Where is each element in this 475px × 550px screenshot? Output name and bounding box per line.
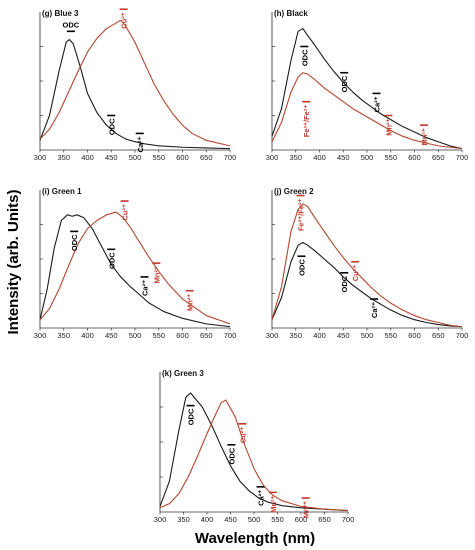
annotation-label: Mn²⁺ <box>152 266 161 283</box>
series-line-red <box>39 211 231 325</box>
x-tick-label: 600 <box>408 331 421 340</box>
series-line-red <box>271 203 463 328</box>
x-tick-label: 400 <box>313 153 326 162</box>
annotation-label: ODC <box>227 447 236 464</box>
annotation-label: ODC <box>187 408 196 425</box>
x-tick-label: 450 <box>224 515 237 524</box>
panels: 300 350 400 450 500 550 600 650 700 (g) Blue 3 ODC… <box>34 8 469 524</box>
x-tick-label: 450 <box>337 331 350 340</box>
x-tick-label: 400 <box>81 331 94 340</box>
annotation-label: Ca²⁺ <box>370 302 379 318</box>
x-tick-label: 350 <box>57 331 70 340</box>
x-tick-label: 300 <box>266 331 279 340</box>
x-tick-label: 300 <box>34 153 47 162</box>
annotation-label: Cu²⁺ <box>120 12 129 28</box>
panel-title: (j) Green 2 <box>274 187 314 196</box>
x-tick-label: 350 <box>289 153 302 162</box>
panel-0: 300 350 400 450 500 550 600 650 700 (g) Blue 3 ODC… <box>34 8 237 162</box>
annotation-label: ODC <box>340 275 349 292</box>
annotation-label: ODC <box>70 234 79 251</box>
x-tick-label: 600 <box>408 153 421 162</box>
series-line-black <box>159 392 349 512</box>
x-tick-label: 550 <box>271 515 284 524</box>
annotation-label: ODC <box>107 252 116 269</box>
x-tick-label: 550 <box>384 153 397 162</box>
panel-title: (k) Green 3 <box>162 369 204 378</box>
series-line-black <box>39 39 231 150</box>
x-tick-label: 400 <box>81 153 94 162</box>
annotation-label: ODC <box>107 118 116 135</box>
annotation-label: Fe³⁺/Fe²⁺ <box>297 198 306 231</box>
x-tick-label: 300 <box>34 331 47 340</box>
figure-x-label: Wavelength (nm) <box>195 530 315 547</box>
x-tick-label: 350 <box>57 153 70 162</box>
x-tick-label: 500 <box>129 331 142 340</box>
x-tick-label: 650 <box>432 331 445 340</box>
annotation-label: Ca²⁺ <box>136 136 145 152</box>
x-tick-label: 400 <box>201 515 214 524</box>
annotation-label: Cu²⁺ <box>238 427 247 443</box>
x-tick-label: 550 <box>384 331 397 340</box>
x-tick-label: 300 <box>266 153 279 162</box>
x-tick-label: 400 <box>313 331 326 340</box>
x-tick-label: 650 <box>200 153 213 162</box>
x-tick-label: 350 <box>177 515 190 524</box>
figure-y-label: Intensity (arb. Units) <box>5 189 22 334</box>
panel-title: (h) Black <box>274 9 308 18</box>
x-tick-label: 700 <box>456 331 469 340</box>
x-tick-label: 550 <box>152 153 165 162</box>
x-tick-label: 350 <box>289 331 302 340</box>
x-tick-label: 700 <box>224 153 237 162</box>
x-tick-label: 450 <box>105 331 118 340</box>
x-tick-label: 650 <box>432 153 445 162</box>
annotation-label: Mn²⁺ <box>384 118 393 135</box>
series-line-red <box>159 399 349 512</box>
x-tick-label: 500 <box>361 331 374 340</box>
x-tick-label: 500 <box>129 153 142 162</box>
panel-2: 300 350 400 450 500 550 600 650 700 (i) Green 1 OD… <box>34 187 237 340</box>
panel-4: 300 350 400 450 500 550 600 650 700 (k) Green 3 OD… <box>154 369 355 524</box>
x-tick-label: 550 <box>152 331 165 340</box>
annotation-label: Cu²⁺ <box>351 265 360 281</box>
panel-title: (i) Green 1 <box>42 187 82 196</box>
panel-1: 300 350 400 450 500 550 600 650 700 (h) Black ODC O… <box>266 9 469 162</box>
x-tick-label: 600 <box>295 515 308 524</box>
annotation-label: Fe³⁺/Fe²⁺ <box>302 105 311 138</box>
x-tick-label: 650 <box>318 515 331 524</box>
series-line-red <box>271 72 463 150</box>
annotation-label: Mn²⁺ <box>302 501 311 518</box>
series-line-black <box>271 28 463 150</box>
panel-title: (g) Blue 3 <box>42 9 79 18</box>
series-line-red <box>39 19 231 147</box>
x-tick-label: 650 <box>200 331 213 340</box>
annotation-label: ODC <box>63 20 80 29</box>
annotation-label: ODC <box>297 259 306 276</box>
x-tick-label: 450 <box>337 153 350 162</box>
x-tick-label: 600 <box>176 153 189 162</box>
annotation-label: Ca²⁺ <box>141 280 150 296</box>
series-line-black <box>39 214 231 328</box>
panel-3: 300 350 400 450 500 550 600 650 700 (j) Green 2 OD… <box>266 187 469 340</box>
annotation-label: Mn²⁺ <box>269 495 278 512</box>
x-tick-label: 700 <box>224 331 237 340</box>
x-tick-label: 300 <box>154 515 167 524</box>
annotation-label: Ca²⁺ <box>257 490 266 506</box>
x-tick-label: 450 <box>105 153 118 162</box>
annotation-label: Ca²⁺ <box>373 96 382 112</box>
x-tick-label: 500 <box>248 515 261 524</box>
series-line-black <box>271 241 463 328</box>
x-tick-label: 700 <box>342 515 355 524</box>
x-tick-label: 700 <box>456 153 469 162</box>
annotation-label: Cu²⁺ <box>121 204 130 220</box>
annotation-label: Mn²⁺ <box>186 294 195 311</box>
x-tick-label: 500 <box>361 153 374 162</box>
annotation-label: Mn²⁺ <box>420 128 429 145</box>
annotation-label: ODC <box>300 49 309 66</box>
annotation-label: ODC <box>340 75 349 92</box>
x-tick-label: 600 <box>176 331 189 340</box>
